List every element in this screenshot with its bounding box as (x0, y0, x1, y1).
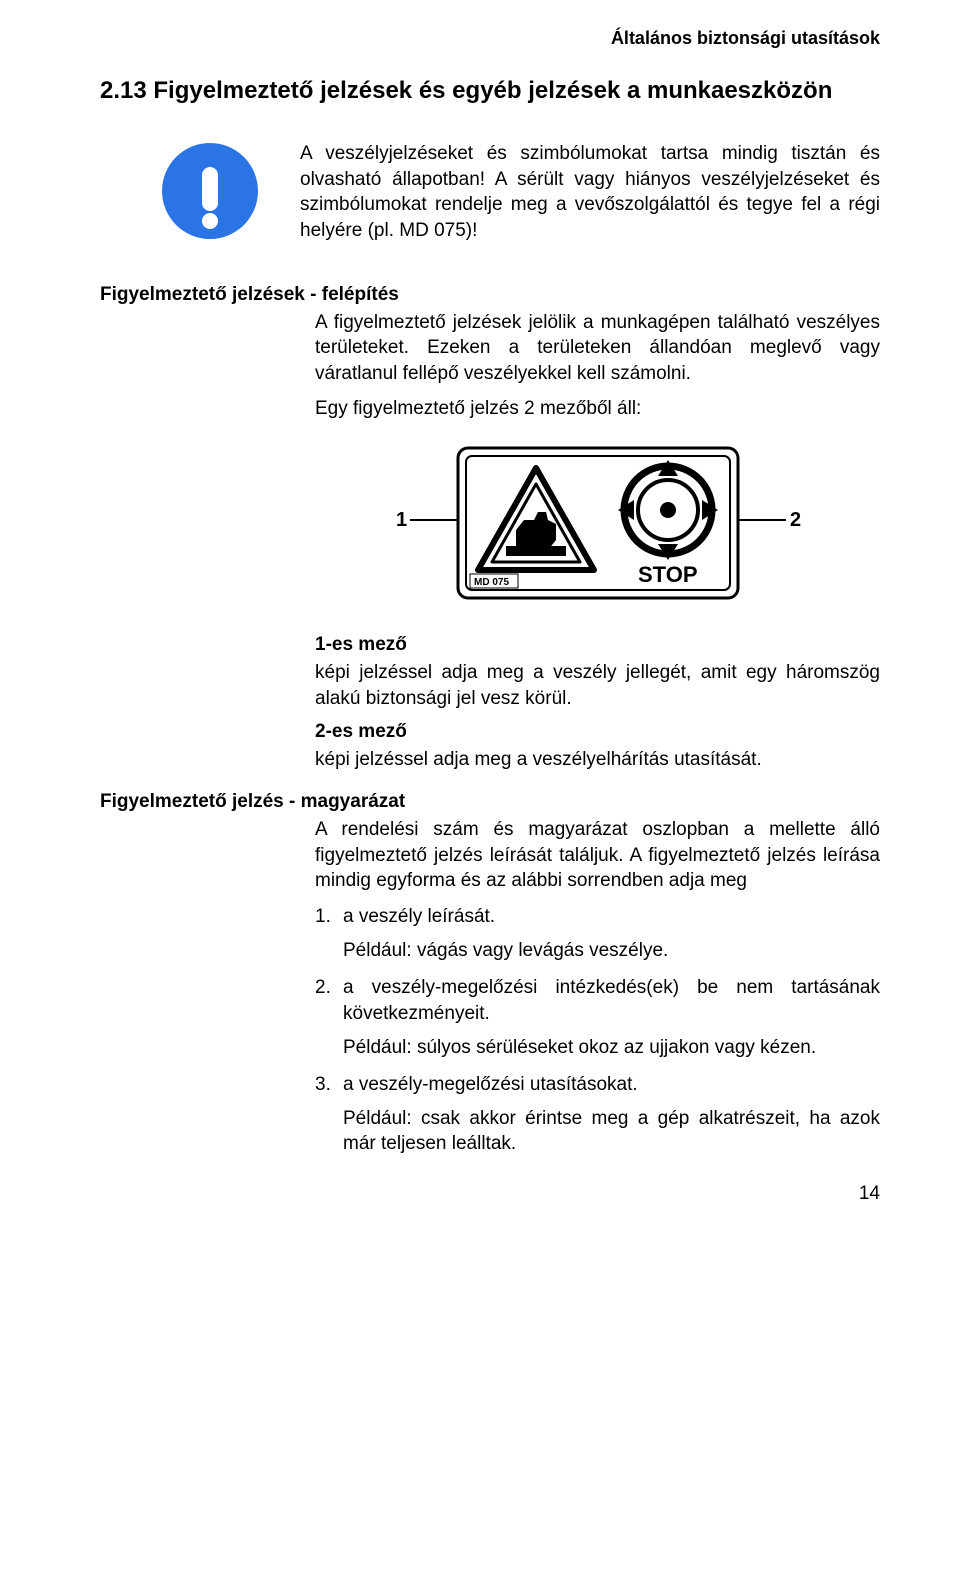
list-example: Például: csak akkor érintse meg a gép al… (343, 1106, 880, 1157)
diagram-marker-2: 2 (790, 509, 801, 531)
intro-block: A veszélyjelzéseket és szimbólumokat tar… (160, 141, 880, 244)
structure-heading: Figyelmeztető jelzések - felépítés (100, 284, 880, 306)
explanation-heading: Figyelmeztető jelzés - magyarázat (100, 791, 880, 813)
explanation-intro: A rendelési szám és magyarázat oszlopban… (315, 817, 880, 894)
field2-label: 2-es mező (315, 721, 880, 743)
list-text: a veszély-megelőzési utasításokat. (343, 1072, 880, 1098)
diagram-stop-text: STOP (638, 562, 698, 587)
list-item: 2. a veszély-megelőzési intézkedés(ek) b… (315, 975, 880, 1026)
structure-p1: A figyelmeztető jelzések jelölik a munka… (315, 310, 880, 387)
list-example: Például: súlyos sérüléseket okoz az ujja… (343, 1035, 880, 1061)
running-header: Általános biztonsági utasítások (100, 28, 880, 49)
section-title: 2.13 Figyelmeztető jelzések és egyéb jel… (100, 77, 880, 105)
list-text: a veszély-megelőzési intézkedés(ek) be n… (343, 975, 880, 1026)
list-num: 3. (315, 1072, 343, 1098)
list-num: 2. (315, 975, 343, 1026)
list-item: 1. a veszély leírását. (315, 904, 880, 930)
list-text: a veszély leírását. (343, 904, 880, 930)
structure-body: A figyelmeztető jelzések jelölik a munka… (315, 310, 880, 773)
page-number: 14 (100, 1183, 880, 1205)
structure-p2: Egy figyelmeztető jelzés 2 mezőből áll: (315, 396, 880, 422)
field1-label: 1-es mező (315, 634, 880, 656)
info-icon (160, 141, 260, 241)
warning-diagram: 1 MD 075 STOP (315, 440, 880, 610)
list-num: 1. (315, 904, 343, 930)
list-item: 3. a veszély-megelőzési utasításokat. (315, 1072, 880, 1098)
diagram-md-label: MD 075 (474, 577, 509, 588)
field2-text: képi jelzéssel adja meg a veszélyelhárít… (315, 747, 880, 773)
diagram-marker-1: 1 (396, 509, 407, 531)
field1-text: képi jelzéssel adja meg a veszély jelleg… (315, 660, 880, 711)
intro-paragraph: A veszélyjelzéseket és szimbólumokat tar… (300, 141, 880, 244)
list-example: Például: vágás vagy levágás veszélye. (343, 938, 880, 964)
explanation-body: A rendelési szám és magyarázat oszlopban… (315, 817, 880, 1157)
